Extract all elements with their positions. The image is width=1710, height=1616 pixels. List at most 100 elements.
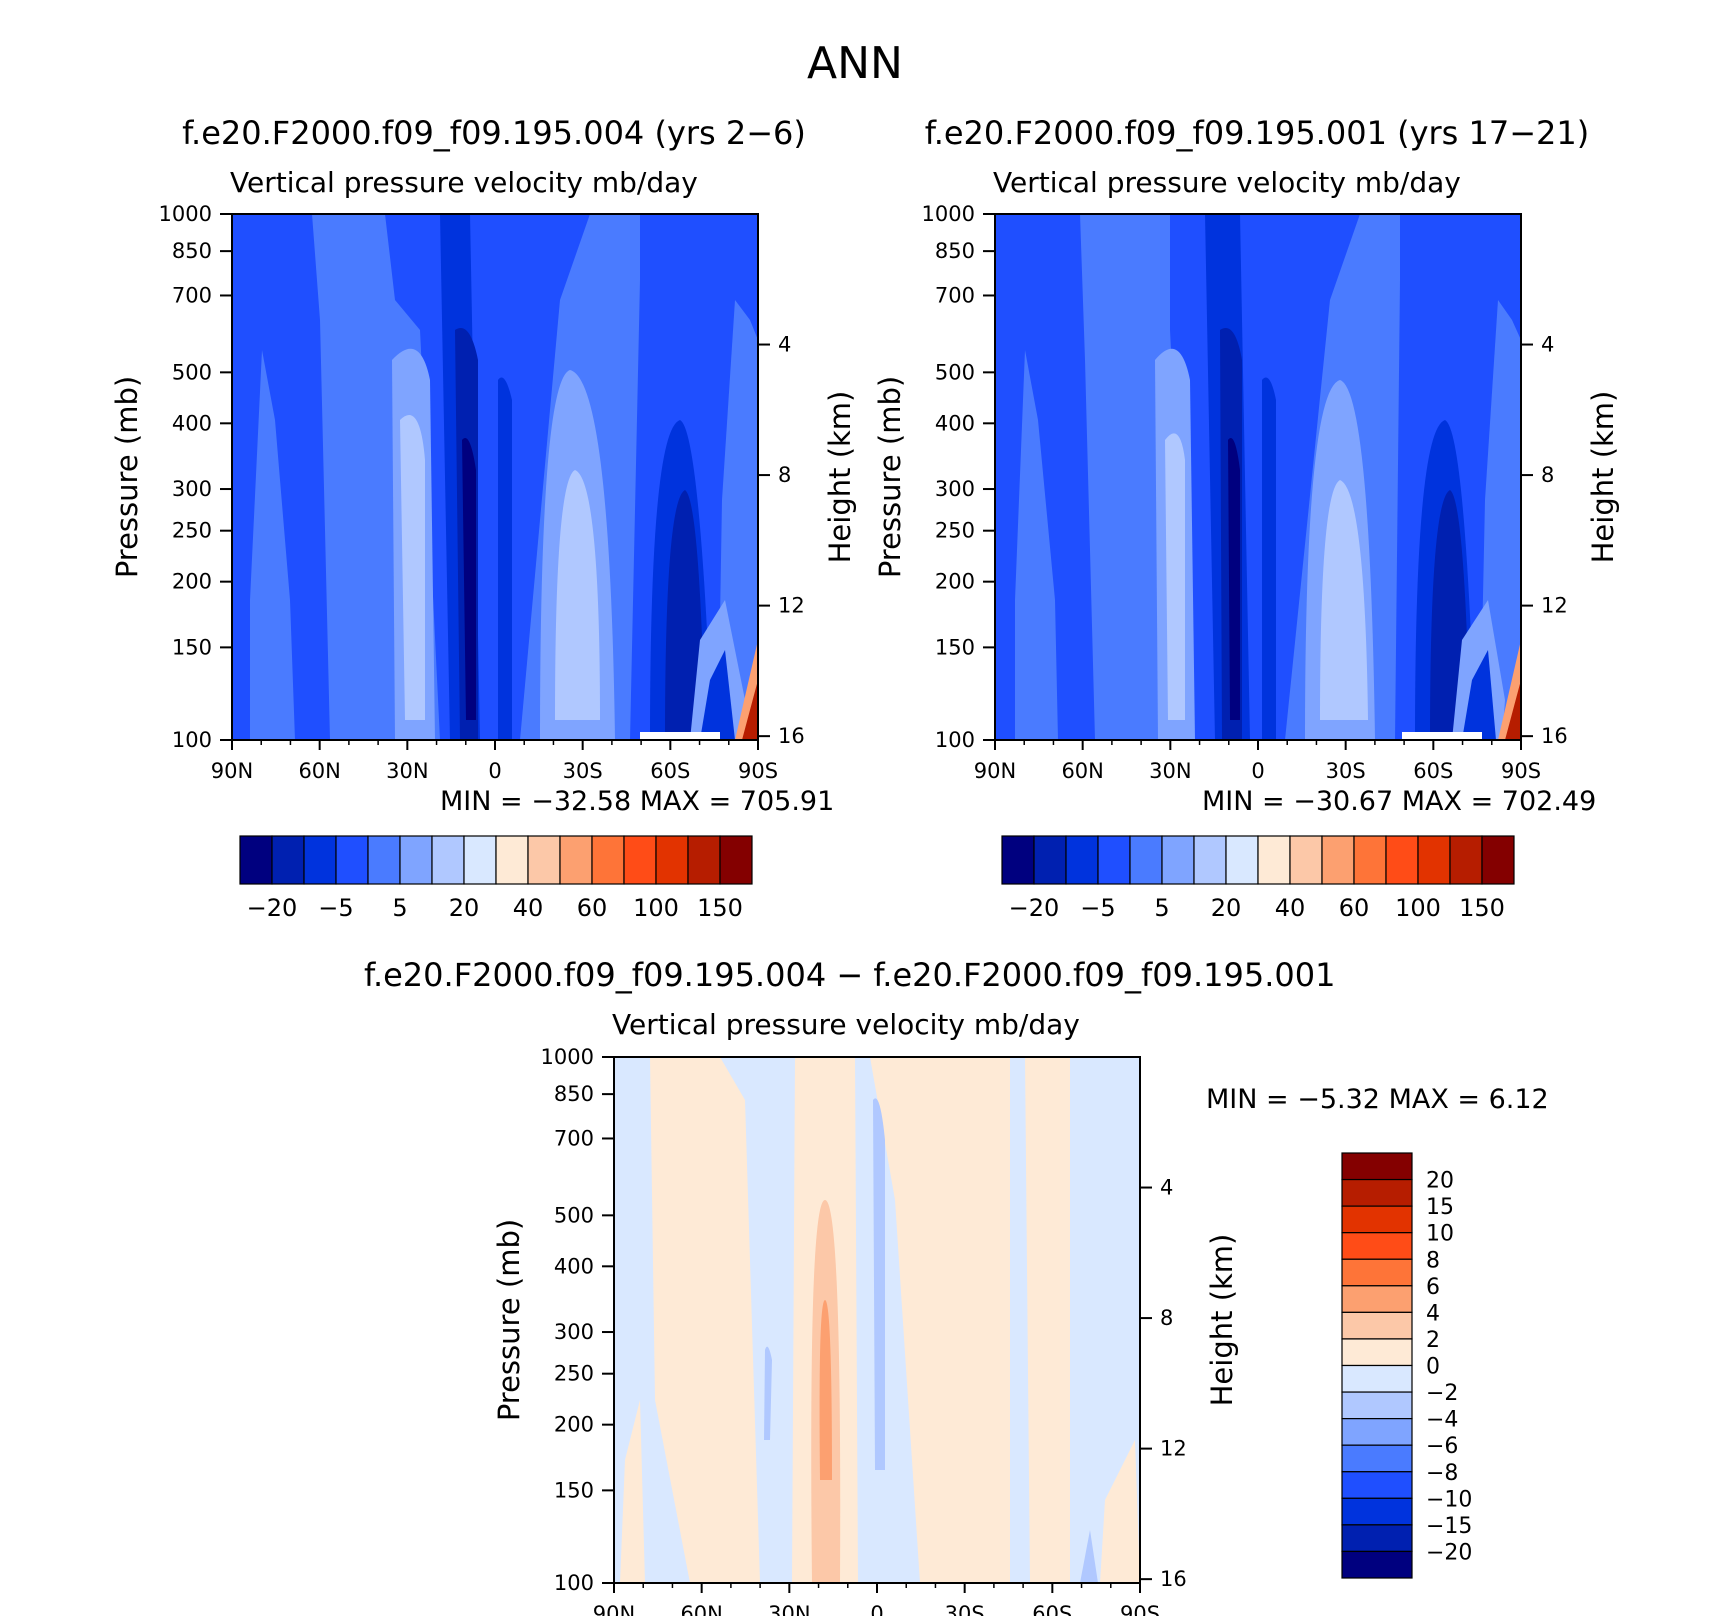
panel2-colorbar-label: 40 <box>1275 894 1306 922</box>
panel1-colorbar-label: 150 <box>697 894 743 922</box>
panel2-y-right-tick-label: 16 <box>1541 724 1568 748</box>
panel1-y-right-tick-label: 8 <box>778 463 791 487</box>
panel1-x-tick-label: 60N <box>298 759 340 783</box>
panel3-y-tick-label: 150 <box>554 1478 594 1502</box>
panel2-y-right-tick-label: 12 <box>1541 594 1568 618</box>
panel3-colorbar-label: 20 <box>1426 1169 1454 1194</box>
panel2-x-tick-label: 90N <box>974 759 1016 783</box>
panel1-colorbar-box <box>335 835 369 885</box>
panel2-y-tick-label: 200 <box>935 570 975 594</box>
panel1-colorbar-box <box>399 835 433 885</box>
panel1-y-tick-label: 150 <box>172 635 212 659</box>
panel3-colorbar-label: −20 <box>1426 1540 1472 1565</box>
panel1-x-tick-label: 90N <box>211 759 253 783</box>
panel1-plot-area <box>232 214 758 740</box>
panel1-colorbar-label: −20 <box>247 894 298 922</box>
panel3-colorbar-box <box>1341 1391 1413 1420</box>
panel1-colorbar-label: 100 <box>633 894 679 922</box>
panel1-colorbar-box <box>591 835 625 885</box>
panel3-y-right-tick-label: 4 <box>1160 1176 1173 1200</box>
panel3-y-right-tick-label: 16 <box>1160 1567 1187 1591</box>
panel3-x-tick-label: 90S <box>1120 1602 1160 1616</box>
panel3-colorbar-label: −8 <box>1426 1461 1458 1486</box>
panel3-y-tick-label: 200 <box>554 1413 594 1437</box>
panel1-title: f.e20.F2000.f09_f09.195.004 (yrs 2−6) <box>182 114 806 152</box>
panel2-colorbar-box <box>1001 835 1035 885</box>
panel2-colorbar-box <box>1257 835 1291 885</box>
panel3-y-tick-label: 700 <box>554 1126 594 1150</box>
panel3-colorbar-label: −15 <box>1426 1514 1472 1539</box>
panel3-colorbar-box <box>1341 1524 1413 1553</box>
panel1-x-tick-label: 30N <box>386 759 428 783</box>
panel2-subtitle: Vertical pressure velocity mb/day <box>993 166 1461 199</box>
panel2-x-tick-label: 90S <box>1501 759 1541 783</box>
panel3-colorbar-box <box>1341 1471 1413 1499</box>
panel2-plot-area <box>995 214 1521 740</box>
panel1-colorbar-label: 20 <box>449 894 480 922</box>
panel1-colorbar-box <box>719 835 753 885</box>
panel3-y-tick-label: 100 <box>554 1571 594 1595</box>
panel1-y-tick-label: 400 <box>172 411 212 435</box>
panel3-subtitle: Vertical pressure velocity mb/day <box>612 1008 1080 1041</box>
panel2-stats: MIN = −30.67 MAX = 702.49 <box>1202 786 1597 817</box>
panel3-colorbar-box <box>1341 1418 1413 1446</box>
panel1-colorbar-box <box>623 835 657 885</box>
panel3-colorbar-box <box>1341 1205 1413 1234</box>
panel3-colorbar-label: 10 <box>1426 1222 1454 1247</box>
panel3-x-tick-label: 60S <box>1032 1602 1072 1616</box>
panel2-ylabel: Pressure (mb) <box>873 376 907 578</box>
panel3-x-tick-label: 0 <box>870 1602 883 1616</box>
panel3-colorbar-label: 15 <box>1426 1195 1454 1220</box>
panel1-colorbar-box <box>655 835 689 885</box>
panel2-colorbar-box <box>1097 835 1131 885</box>
panel1-colorbar-label: 5 <box>392 894 407 922</box>
panel3-colorbar-box <box>1341 1152 1413 1181</box>
panel1-colorbar-label: −5 <box>318 894 353 922</box>
panel1-x-tick-label: 0 <box>488 759 501 783</box>
panel2-colorbar-label: 20 <box>1211 894 1242 922</box>
panel1-y-right-tick-label: 12 <box>778 594 805 618</box>
panel2-y-tick-label: 400 <box>935 411 975 435</box>
panel3-colorbar-label: 4 <box>1426 1301 1440 1326</box>
panel2-x-tick-label: 30N <box>1149 759 1191 783</box>
panel2-colorbar-label: 60 <box>1339 894 1370 922</box>
panel1-x-tick-label: 30S <box>563 759 603 783</box>
panel2-title: f.e20.F2000.f09_f09.195.001 (yrs 17−21) <box>924 114 1590 152</box>
panel2-colorbar-label: 5 <box>1154 894 1169 922</box>
panel1-y-right-tick-label: 16 <box>778 724 805 748</box>
panel1-colorbar-box <box>271 835 305 885</box>
panel3-colorbar-label: −2 <box>1426 1381 1458 1406</box>
panel2-colorbar-box <box>1289 835 1323 885</box>
panel3-colorbar-box <box>1341 1285 1413 1313</box>
panel3-colorbar-box <box>1341 1178 1413 1207</box>
panel3-colorbar-label: 6 <box>1426 1275 1440 1300</box>
panel3-colorbar-box <box>1341 1497 1413 1526</box>
panel1-colorbar-box <box>431 835 465 885</box>
panel1-x-tick-label: 90S <box>738 759 778 783</box>
panel2-y-right-tick-label: 8 <box>1541 463 1554 487</box>
panel2-y-tick-label: 700 <box>935 283 975 307</box>
panel3-colorbar-label: 8 <box>1426 1248 1440 1273</box>
panel3-ylabel-right: Height (km) <box>1205 1234 1239 1407</box>
panel2-x-tick-label: 60S <box>1413 759 1453 783</box>
panel1-colorbar-label: 60 <box>577 894 608 922</box>
panel2-x-tick-label: 60N <box>1061 759 1103 783</box>
axes-layer: 90N 60N 30N 0 30S 60S 90S100150200250300400500… <box>110 202 1620 1616</box>
panel3-colorbar-label: −10 <box>1426 1487 1472 1512</box>
panel1-subtitle: Vertical pressure velocity mb/day <box>230 166 698 199</box>
panel3-x-tick-label: 90N <box>593 1602 635 1616</box>
panel2-colorbar-label: 150 <box>1459 894 1505 922</box>
panel1-y-tick-label: 1000 <box>159 202 212 226</box>
panel2-y-tick-label: 250 <box>935 519 975 543</box>
panel2-colorbar-label: 100 <box>1395 894 1441 922</box>
panel1-ylabel: Pressure (mb) <box>110 376 144 578</box>
panel2-colorbar-box <box>1065 835 1099 885</box>
panel3-colorbar-box <box>1341 1550 1413 1579</box>
panel3-y-tick-label: 500 <box>554 1203 594 1227</box>
panel2-colorbar-label: −5 <box>1080 894 1115 922</box>
panel2-colorbar-box <box>1193 835 1227 885</box>
panel3-colorbar-box <box>1341 1364 1413 1393</box>
panel2-x-tick-label: 0 <box>1251 759 1264 783</box>
figure-title: ANN <box>807 38 903 89</box>
